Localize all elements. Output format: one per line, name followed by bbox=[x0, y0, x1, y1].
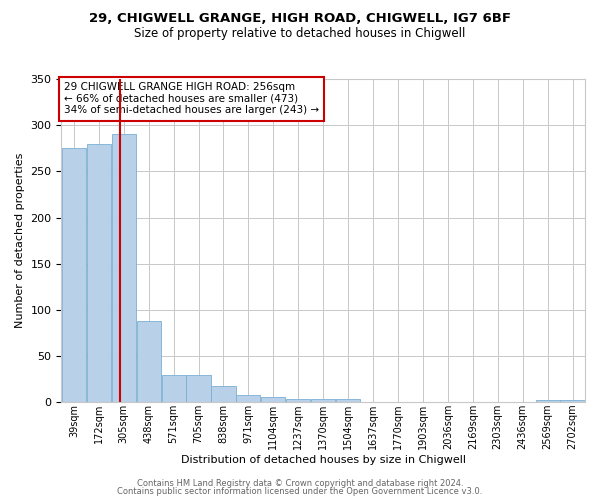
Bar bbox=[336, 398, 360, 402]
Bar bbox=[211, 386, 236, 402]
Bar bbox=[311, 398, 335, 402]
Bar bbox=[62, 148, 86, 402]
Bar bbox=[112, 134, 136, 402]
Text: Size of property relative to detached houses in Chigwell: Size of property relative to detached ho… bbox=[134, 28, 466, 40]
Bar bbox=[261, 397, 286, 402]
Bar bbox=[137, 321, 161, 402]
Bar bbox=[536, 400, 560, 402]
Bar bbox=[236, 395, 260, 402]
Bar bbox=[161, 374, 185, 402]
Text: 29, CHIGWELL GRANGE, HIGH ROAD, CHIGWELL, IG7 6BF: 29, CHIGWELL GRANGE, HIGH ROAD, CHIGWELL… bbox=[89, 12, 511, 26]
X-axis label: Distribution of detached houses by size in Chigwell: Distribution of detached houses by size … bbox=[181, 455, 466, 465]
Bar bbox=[286, 398, 310, 402]
Text: 29 CHIGWELL GRANGE HIGH ROAD: 256sqm
← 66% of detached houses are smaller (473)
: 29 CHIGWELL GRANGE HIGH ROAD: 256sqm ← 6… bbox=[64, 82, 319, 116]
Text: Contains public sector information licensed under the Open Government Licence v3: Contains public sector information licen… bbox=[118, 487, 482, 496]
Bar bbox=[560, 400, 584, 402]
Bar bbox=[187, 374, 211, 402]
Bar bbox=[87, 144, 111, 402]
Y-axis label: Number of detached properties: Number of detached properties bbox=[15, 153, 25, 328]
Text: Contains HM Land Registry data © Crown copyright and database right 2024.: Contains HM Land Registry data © Crown c… bbox=[137, 478, 463, 488]
